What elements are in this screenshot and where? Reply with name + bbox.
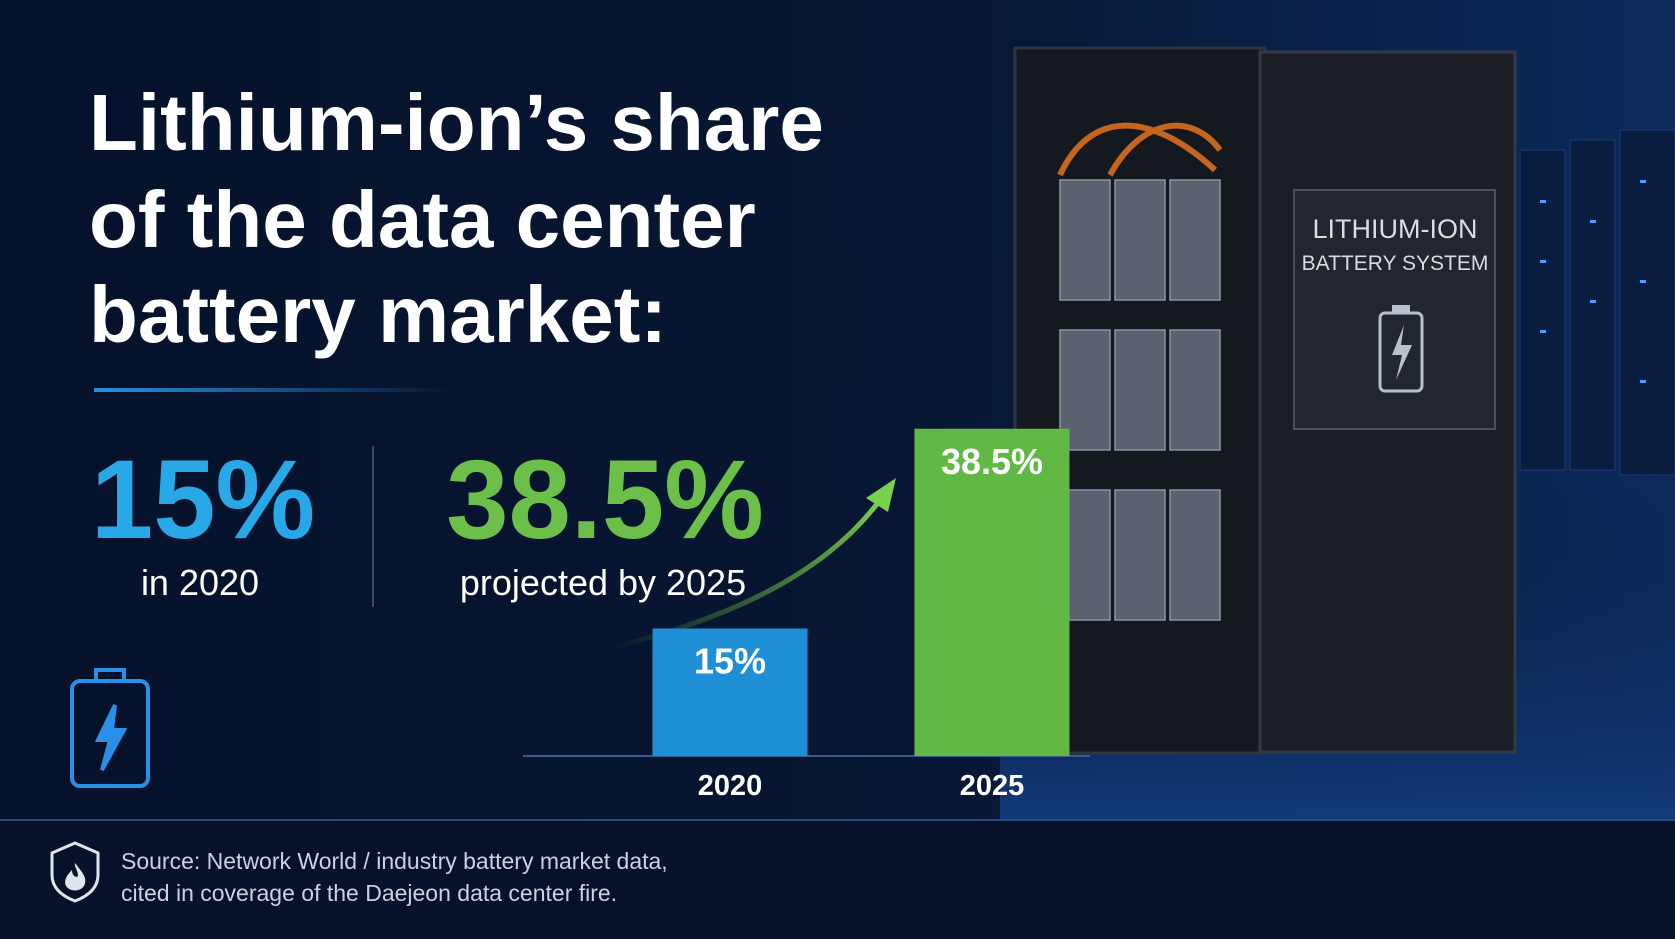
shield-icon	[50, 841, 100, 903]
headline-line: battery market:	[89, 270, 667, 359]
stat-value: 15%	[91, 437, 315, 562]
flame-icon	[65, 863, 86, 891]
source-line: cited in coverage of the Daejeon data ce…	[121, 880, 617, 906]
stat-value: 38.5%	[446, 437, 764, 562]
battery-icon	[70, 668, 150, 788]
x-tick-label: 2020	[698, 770, 763, 802]
stat-caption: in 2020	[141, 562, 259, 603]
bar	[914, 428, 1070, 756]
footer	[0, 820, 1675, 939]
bar	[652, 628, 808, 756]
headline-line: of the data center	[89, 175, 756, 264]
value-label: 38.5%	[941, 441, 1043, 482]
source-line: Source: Network World / industry battery…	[121, 848, 668, 874]
rack-lights	[1540, 180, 1646, 383]
panel-subtitle: BATTERY SYSTEM	[1302, 252, 1489, 275]
panel-title: LITHIUM-ION	[1313, 214, 1478, 244]
growth-arrowhead	[866, 478, 896, 512]
stat-caption: projected by 2025	[460, 562, 746, 603]
growth-arrow	[608, 498, 882, 652]
x-tick-label: 2025	[960, 770, 1025, 802]
headline-line: Lithium-ion’s share	[89, 78, 824, 167]
battery-rack	[1013, 46, 1517, 755]
divider-rule	[94, 388, 454, 392]
value-label: 15%	[694, 641, 766, 682]
server-racks	[1519, 129, 1675, 476]
